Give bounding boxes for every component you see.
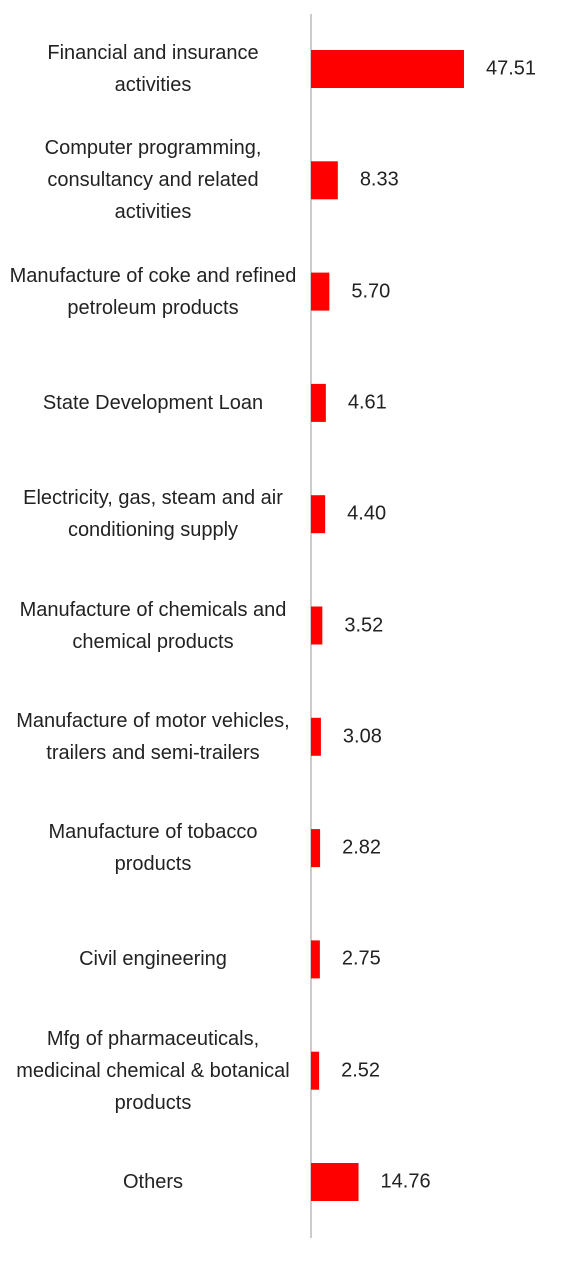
category-label: State Development Loan <box>42 391 264 414</box>
bar <box>311 717 321 756</box>
value-label: 2.75 <box>341 947 381 970</box>
category-label: Manufacture of coke and refined petroleu… <box>9 264 297 319</box>
bar <box>311 940 320 979</box>
value-label: 4.61 <box>347 391 387 414</box>
value-label: 3.52 <box>344 614 384 636</box>
value-label: 2.82 <box>342 836 382 859</box>
value-label: 14.76 <box>380 1170 431 1193</box>
bar <box>311 383 326 422</box>
bar <box>311 1163 359 1201</box>
category-label: Computer programming, consultancy and re… <box>44 137 262 224</box>
bar <box>311 50 464 88</box>
category-label: Manufacture of tobacco products <box>48 821 258 876</box>
bar <box>311 606 323 645</box>
value-label: 47.51 <box>485 57 537 80</box>
category-label: Civil engineering <box>79 948 227 971</box>
bar <box>311 829 321 868</box>
value-label: 8.33 <box>359 168 399 191</box>
value-label: 4.40 <box>347 502 387 525</box>
category-label: Others <box>122 1171 184 1193</box>
category-label: Financial and insurance activities <box>47 42 259 96</box>
bar <box>311 495 326 534</box>
category-label: Manufacture of chemicals and chemical pr… <box>19 598 287 653</box>
value-label: 5.70 <box>351 280 391 303</box>
category-label: Mfg of pharmaceuticals, medicinal chemic… <box>16 1027 290 1114</box>
category-label: Manufacture of motor vehicles, trailers … <box>16 709 290 764</box>
category-label: Electricity, gas, steam and air conditio… <box>23 487 283 542</box>
value-label: 3.08 <box>342 725 382 748</box>
bar <box>311 161 338 200</box>
value-label: 2.52 <box>341 1059 381 1082</box>
bar <box>311 272 330 311</box>
bar <box>311 1051 320 1090</box>
